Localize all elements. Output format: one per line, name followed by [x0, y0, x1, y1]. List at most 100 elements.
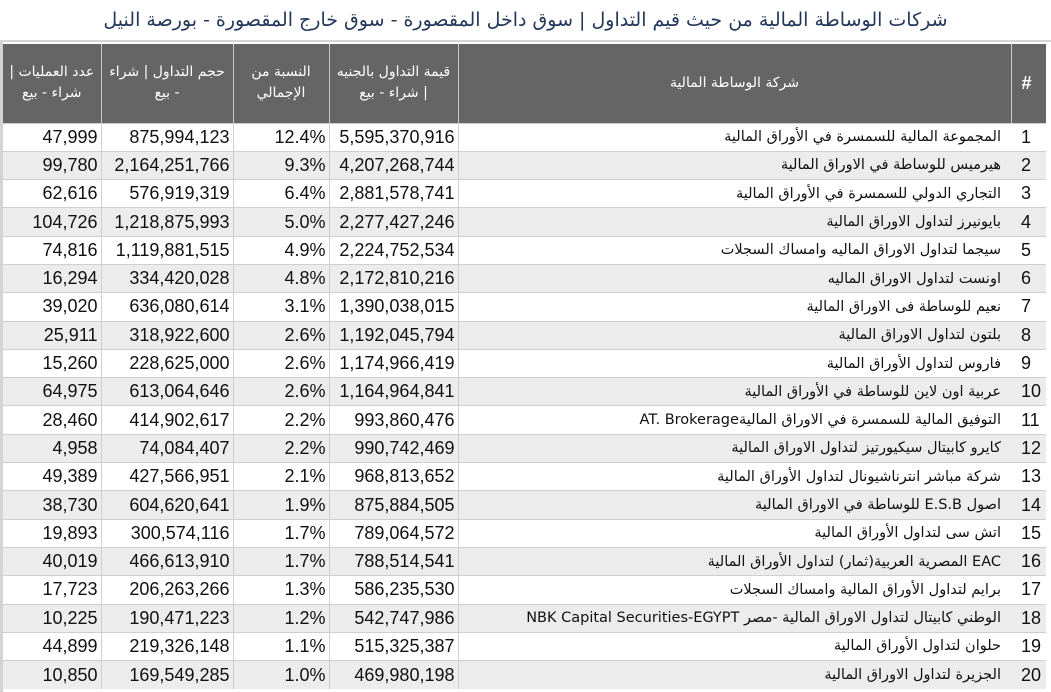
- table-row[interactable]: 44,899 219,326,148 1.1% 515,325,387 حلوان لت…: [3, 631, 1046, 661]
- company-name-cell: شركة مباشر انترناشيونال لتداول الأوراق ا…: [458, 462, 1011, 491]
- volume-cell: 466,613,910: [101, 546, 234, 576]
- company-name-cell: فاروس لتداول الأوراق المالية: [458, 348, 1011, 378]
- percent-cell: 1.3%: [233, 575, 330, 605]
- table-row[interactable]: 64,975 613,064,646 2.6% 1,164,964,841 عربية …: [3, 377, 1046, 406]
- header-operations[interactable]: عدد العمليات | شراء - بيع: [3, 44, 102, 123]
- rank-cell: 12: [1011, 433, 1046, 463]
- value-cell: 2,881,578,741: [329, 179, 459, 208]
- header-company[interactable]: شركة الوساطة المالية: [458, 44, 1012, 123]
- value-cell: 1,174,966,419: [329, 348, 459, 378]
- value-cell: 875,884,505: [329, 490, 459, 520]
- operations-cell: 104,726: [3, 207, 102, 237]
- company-name-cell: كايرو كابيتال سيكيورتيز لتداول الاوراق ا…: [458, 433, 1011, 463]
- brokers-table: عدد العمليات | شراء - بيع حجم التداول | …: [3, 44, 1046, 689]
- volume-cell: 190,471,223: [101, 603, 234, 633]
- rank-cell: 19: [1011, 631, 1046, 661]
- percent-cell: 2.6%: [233, 348, 330, 378]
- operations-cell: 28,460: [3, 405, 102, 435]
- company-name-cell: المجموعة المالية للسمسرة في الأوراق الما…: [458, 122, 1011, 152]
- table-row[interactable]: 28,460 414,902,617 2.2% 993,860,476 التوفيق …: [3, 405, 1046, 435]
- table-row[interactable]: 74,816 1,119,881,515 4.9% 2,224,752,534 سيجم…: [3, 235, 1046, 265]
- rank-cell: 9: [1011, 348, 1046, 378]
- company-name-cell: نعيم للوساطة فى الاوراق المالية: [458, 292, 1011, 322]
- table-row[interactable]: 19,893 300,574,116 1.7% 789,064,572 اتش سى ل…: [3, 518, 1046, 548]
- company-name-cell: الجزيرة لتداول الاوراق المالية: [458, 660, 1011, 689]
- rank-cell: 18: [1011, 603, 1046, 633]
- percent-cell: 1.9%: [233, 490, 330, 520]
- volume-cell: 2,164,251,766: [101, 150, 234, 180]
- table-row[interactable]: 38,730 604,620,641 1.9% 875,884,505 اصول E.S…: [3, 490, 1046, 520]
- percent-cell: 4.8%: [233, 263, 330, 293]
- table-row[interactable]: 104,726 1,218,875,993 5.0% 2,277,427,246 باي…: [3, 207, 1046, 237]
- value-cell: 2,224,752,534: [329, 235, 459, 265]
- company-name-cell: اونست لتداول الاوراق الماليه: [458, 263, 1011, 293]
- volume-cell: 318,922,600: [101, 320, 234, 350]
- table-row[interactable]: 4,958 74,084,407 2.2% 990,742,469 كايرو كابي…: [3, 433, 1046, 463]
- volume-cell: 414,902,617: [101, 405, 234, 435]
- table-row[interactable]: 10,225 190,471,223 1.2% 542,747,986 الوطني ك…: [3, 603, 1046, 633]
- table-row[interactable]: 62,616 576,919,319 6.4% 2,881,578,741 التجار…: [3, 179, 1046, 208]
- company-name-cell: حلوان لتداول الأوراق المالية: [458, 631, 1011, 661]
- table-row[interactable]: 49,389 427,566,951 2.1% 968,813,652 شركة مبا…: [3, 462, 1046, 491]
- header-percent[interactable]: النسبة من الإجمالي: [233, 44, 330, 123]
- operations-cell: 99,780: [3, 150, 102, 180]
- operations-cell: 16,294: [3, 263, 102, 293]
- rank-cell: 11: [1011, 405, 1046, 435]
- header-volume[interactable]: حجم التداول | شراء - بيع: [101, 44, 234, 123]
- brokers-table-container: عدد العمليات | شراء - بيع حجم التداول | …: [0, 42, 1051, 692]
- value-cell: 2,172,810,216: [329, 263, 459, 293]
- company-name-cell: التجاري الدولي للسمسرة في الأوراق المالي…: [458, 179, 1011, 208]
- percent-cell: 1.1%: [233, 631, 330, 661]
- table-row[interactable]: 39,020 636,080,614 3.1% 1,390,038,015 نعيم ل…: [3, 292, 1046, 322]
- percent-cell: 3.1%: [233, 292, 330, 322]
- value-cell: 968,813,652: [329, 462, 459, 491]
- value-cell: 788,514,541: [329, 546, 459, 576]
- percent-cell: 6.4%: [233, 179, 330, 208]
- company-name-cell: الوطني كابيتال لتداول الاوراق المالية -م…: [458, 603, 1011, 633]
- table-row[interactable]: 10,850 169,549,285 1.0% 469,980,198 الجزيرة …: [3, 660, 1046, 689]
- table-row[interactable]: 99,780 2,164,251,766 9.3% 4,207,268,744 هيرم…: [3, 150, 1046, 180]
- company-name-cell: برايم لتداول الأوراق المالية وامساك السج…: [458, 575, 1011, 605]
- table-row[interactable]: 16,294 334,420,028 4.8% 2,172,810,216 اونست …: [3, 263, 1046, 293]
- volume-cell: 613,064,646: [101, 377, 234, 406]
- rank-cell: 17: [1011, 575, 1046, 605]
- operations-cell: 62,616: [3, 179, 102, 208]
- table-row[interactable]: 15,260 228,625,000 2.6% 1,174,966,419 فاروس …: [3, 348, 1046, 378]
- company-name-cell: هيرميس للوساطة في الاوراق المالية: [458, 150, 1011, 180]
- rank-cell: 14: [1011, 490, 1046, 520]
- rank-cell: 7: [1011, 292, 1046, 322]
- operations-cell: 47,999: [3, 122, 102, 152]
- operations-cell: 15,260: [3, 348, 102, 378]
- operations-cell: 64,975: [3, 377, 102, 406]
- volume-cell: 74,084,407: [101, 433, 234, 463]
- percent-cell: 2.2%: [233, 433, 330, 463]
- value-cell: 5,595,370,916: [329, 122, 459, 152]
- company-name-cell: عربية اون لاين للوساطة في الأوراق المالي…: [458, 377, 1011, 406]
- percent-cell: 1.7%: [233, 546, 330, 576]
- operations-cell: 39,020: [3, 292, 102, 322]
- rank-cell: 16: [1011, 546, 1046, 576]
- percent-cell: 2.6%: [233, 377, 330, 406]
- company-name-cell: سيجما لتداول الاوراق الماليه وامساك السج…: [458, 235, 1011, 265]
- company-name-cell: اصول E.S.B للوساطة في الاوراق المالية: [458, 490, 1011, 520]
- rank-cell: 10: [1011, 377, 1046, 406]
- table-row[interactable]: 25,911 318,922,600 2.6% 1,192,045,794 بلتون …: [3, 320, 1046, 350]
- operations-cell: 17,723: [3, 575, 102, 605]
- operations-cell: 10,225: [3, 603, 102, 633]
- table-row[interactable]: 40,019 466,613,910 1.7% 788,514,541 EAC المص…: [3, 546, 1046, 576]
- table-body: 47,999 875,994,123 12.4% 5,595,370,916 المجم…: [3, 122, 1046, 689]
- volume-cell: 169,549,285: [101, 660, 234, 689]
- operations-cell: 44,899: [3, 631, 102, 661]
- header-value[interactable]: قيمة التداول بالجنيه | شراء - بيع: [329, 44, 459, 123]
- company-name-cell: EAC المصرية العربية(ثمار) لتداول الأوراق…: [458, 546, 1011, 576]
- volume-cell: 228,625,000: [101, 348, 234, 378]
- table-row[interactable]: 47,999 875,994,123 12.4% 5,595,370,916 المجم…: [3, 122, 1046, 152]
- table-row[interactable]: 17,723 206,263,266 1.3% 586,235,530 برايم لت…: [3, 575, 1046, 605]
- percent-cell: 2.1%: [233, 462, 330, 491]
- percent-cell: 1.0%: [233, 660, 330, 689]
- header-rank[interactable]: #: [1011, 44, 1046, 123]
- rank-cell: 5: [1011, 235, 1046, 265]
- operations-cell: 38,730: [3, 490, 102, 520]
- company-name-cell: بايونيرز لتداول الاوراق المالية: [458, 207, 1011, 237]
- percent-cell: 5.0%: [233, 207, 330, 237]
